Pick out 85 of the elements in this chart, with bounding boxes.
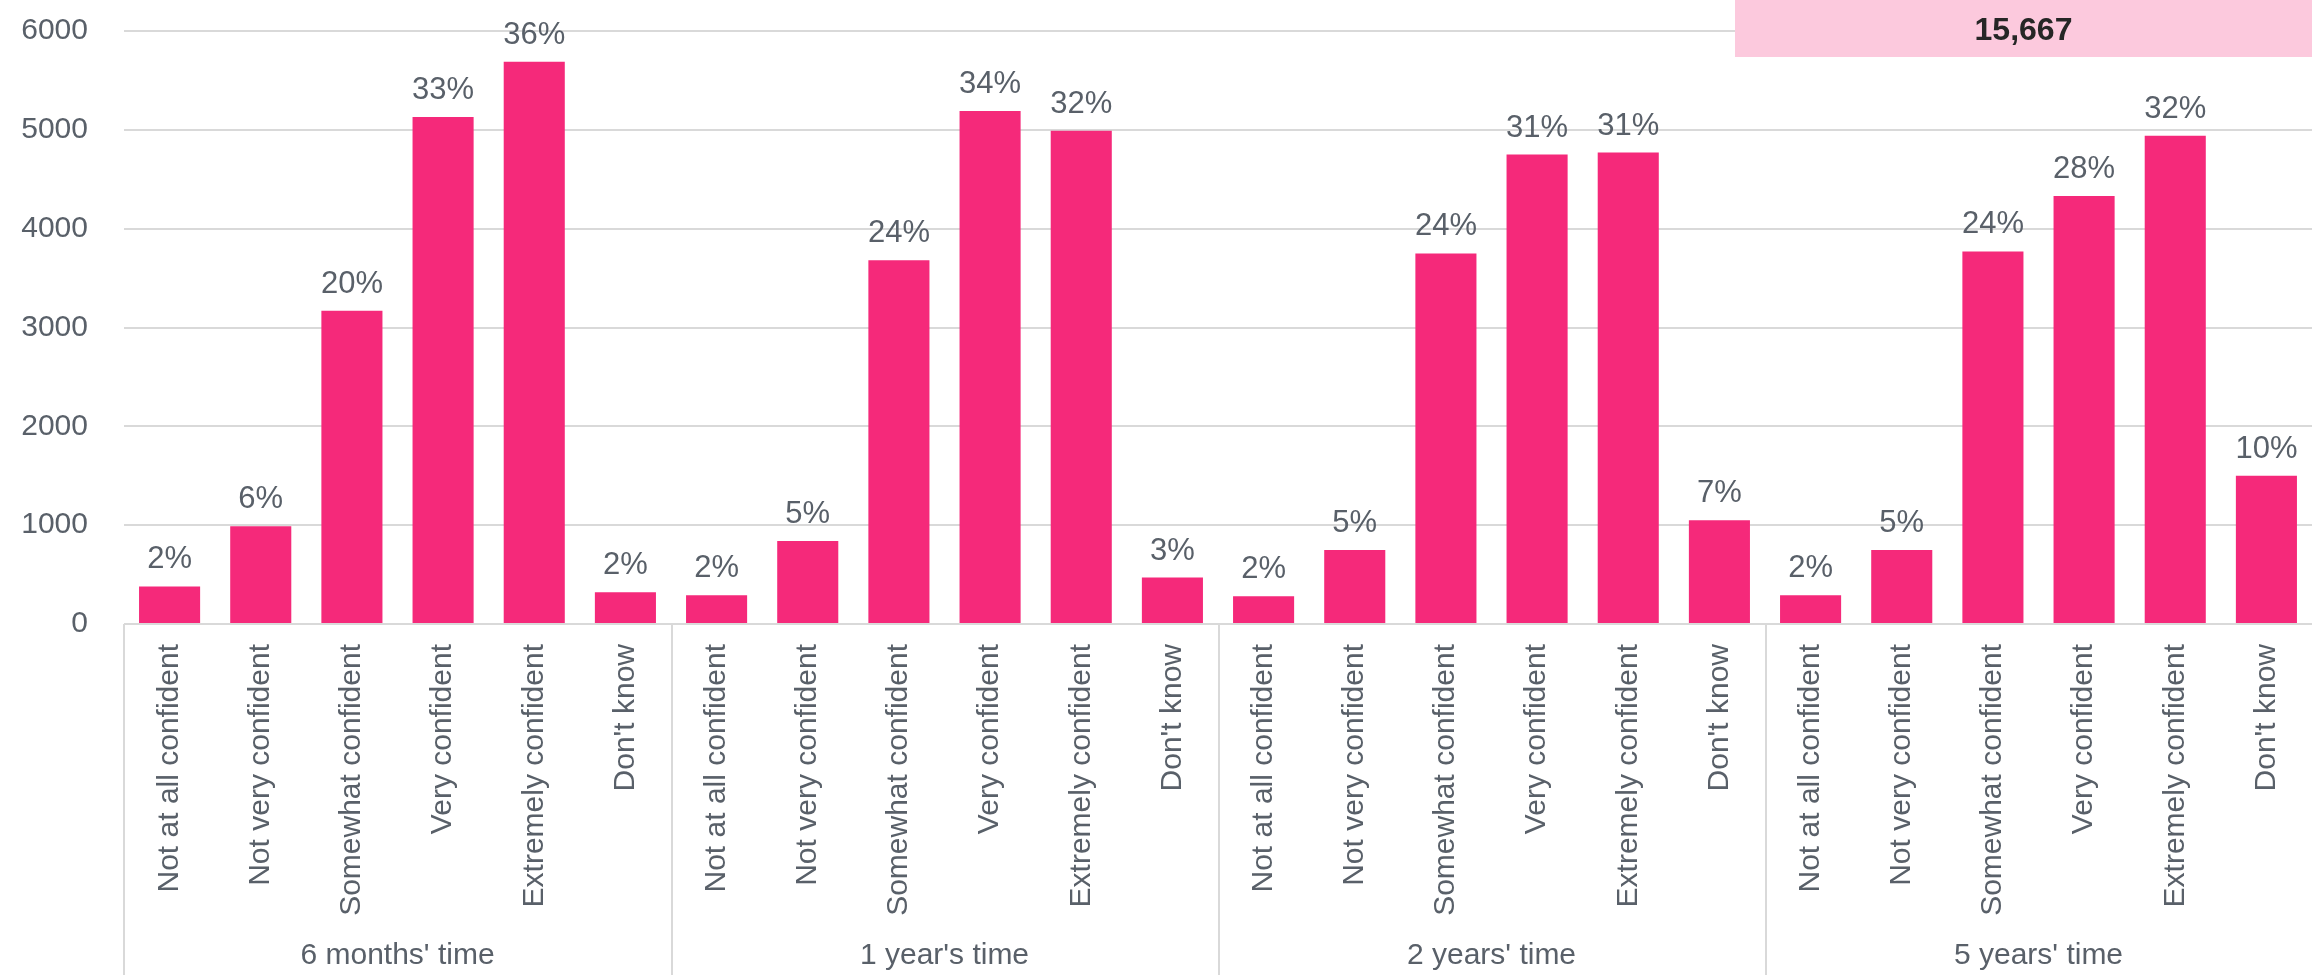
bar xyxy=(686,595,748,623)
annotation: 28% xyxy=(2053,150,2116,186)
bar xyxy=(2144,135,2206,623)
x-tick-label: Don't know xyxy=(2247,643,2281,792)
annotation: 36% xyxy=(503,15,566,51)
x-axis-title: 2 years' time xyxy=(1406,937,1577,971)
annotation: 2% xyxy=(1788,549,1833,585)
annotation: 15,667 xyxy=(1974,10,2073,47)
annotation: 31% xyxy=(1597,106,1660,142)
annotation: 33% xyxy=(412,70,475,106)
x-tick-label: Not at all confident xyxy=(1791,643,1825,893)
x-axis-title: 1 year's time xyxy=(859,937,1030,971)
x-tick-label: Extremely confident xyxy=(1609,643,1643,908)
y-tick-label: 1000 xyxy=(21,506,88,540)
x-tick-label: Extremely confident xyxy=(515,643,549,908)
x-tick-label: Don't know xyxy=(1700,643,1734,792)
x-tick-label: Extremely confident xyxy=(2156,643,2190,908)
x-tick-label: Not at all confident xyxy=(697,643,731,893)
annotation: 2% xyxy=(694,549,739,585)
bar xyxy=(1780,595,1842,623)
bar xyxy=(1415,253,1477,623)
bar xyxy=(1871,549,1933,623)
annotation: 24% xyxy=(1961,205,2024,241)
x-tick-label: Somewhat confident xyxy=(1974,643,2008,916)
annotation: 2% xyxy=(147,540,192,576)
y-tick-label: 3000 xyxy=(21,308,88,342)
x-tick-label: Don't know xyxy=(1153,643,1187,792)
x-tick-label: Not at all confident xyxy=(1244,643,1278,893)
annotation: 24% xyxy=(1414,207,1477,243)
bar xyxy=(2053,196,2115,623)
y-tick-label: 2000 xyxy=(21,407,88,441)
annotation: 5% xyxy=(785,494,831,530)
x-tick-label: Very confident xyxy=(424,643,458,835)
y-tick-label: 5000 xyxy=(21,111,88,145)
x-tick-label: Extremely confident xyxy=(1062,643,1096,908)
bar xyxy=(1050,130,1112,623)
y-tick-label: 4000 xyxy=(21,209,88,243)
annotation: 20% xyxy=(320,264,383,300)
annotation: 5% xyxy=(1879,503,1925,539)
x-tick-label: Don't know xyxy=(606,643,640,792)
bar xyxy=(412,116,474,623)
bar xyxy=(321,310,383,623)
x-tick-label: Not very confident xyxy=(1336,643,1370,886)
bar xyxy=(868,260,930,623)
x-axis-title: 6 months' time xyxy=(300,937,495,971)
x-tick-label: Somewhat confident xyxy=(880,643,914,916)
x-tick-label: Not very confident xyxy=(1883,643,1917,886)
bar xyxy=(503,61,565,623)
x-tick-label: Very confident xyxy=(1518,643,1552,835)
annotation: 34% xyxy=(959,65,1022,101)
bar xyxy=(1141,577,1203,623)
y-tick-label: 6000 xyxy=(21,12,88,46)
bar xyxy=(1597,152,1659,623)
x-tick-label: Very confident xyxy=(971,643,1005,835)
x-tick-label: Not at all confident xyxy=(150,643,184,893)
annotation: 7% xyxy=(1697,474,1742,510)
bar xyxy=(1688,520,1750,623)
x-tick-label: Somewhat confident xyxy=(1427,643,1461,916)
bar xyxy=(777,540,839,623)
label-box: 15,667 xyxy=(1735,0,2312,57)
x-tick-label: Very confident xyxy=(2065,643,2099,835)
x-tick-label: Somewhat confident xyxy=(333,643,367,916)
bar xyxy=(1962,251,2024,623)
annotation: 3% xyxy=(1150,531,1195,567)
annotation: 2% xyxy=(603,546,648,582)
bar xyxy=(139,586,201,623)
bar xyxy=(1324,549,1386,623)
annotation: 24% xyxy=(867,214,930,250)
annotation: 6% xyxy=(238,480,284,516)
bar xyxy=(230,526,292,623)
bar xyxy=(2235,475,2297,623)
annotation: 31% xyxy=(1506,108,1569,144)
annotation: 2% xyxy=(1241,550,1286,586)
annotation: 32% xyxy=(1050,84,1113,120)
annotation: 5% xyxy=(1332,503,1378,539)
annotation: 10% xyxy=(2235,429,2298,465)
x-axis-title: 5 years' time xyxy=(1953,937,2124,971)
x-tick-label: Not very confident xyxy=(242,643,276,886)
annotation: 32% xyxy=(2144,89,2207,125)
bar xyxy=(959,111,1021,623)
x-tick-label: Not very confident xyxy=(789,643,823,886)
bar xyxy=(1506,154,1568,623)
bar xyxy=(1233,596,1295,623)
bar xyxy=(594,592,656,623)
y-tick-label: 0 xyxy=(71,605,88,639)
